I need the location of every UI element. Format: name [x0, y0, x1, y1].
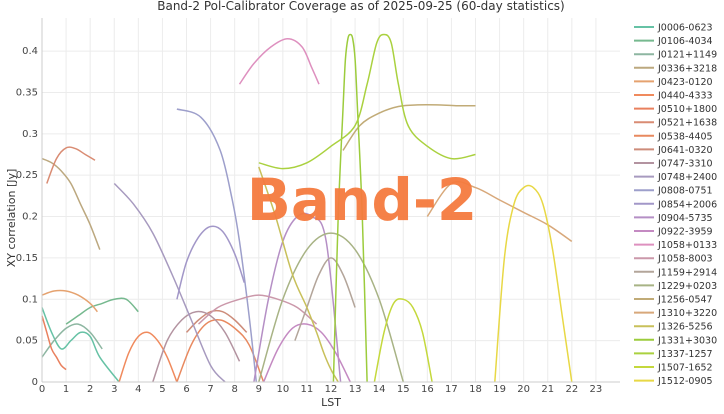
y-tick-label: 0.05 [16, 336, 38, 347]
series-line-j1512-0905 [494, 184, 573, 383]
x-tick-label: 6 [183, 384, 189, 395]
series-line-j0006-0623 [41, 307, 120, 383]
x-tick-label: 8 [231, 384, 237, 395]
series-line-j0641-0320 [185, 309, 248, 333]
x-tick-label: 5 [159, 384, 165, 395]
series-line-j1331+3030 [332, 33, 368, 383]
x-tick-label: 3 [111, 384, 117, 395]
x-tick-label: 12 [325, 384, 338, 395]
legend-item-label[interactable]: J0808-0751 [657, 186, 713, 197]
legend-item-label[interactable]: J1310+3220 [657, 308, 717, 319]
legend-item-label[interactable]: J0006-0623 [657, 23, 713, 34]
y-tick-label: 0.2 [22, 212, 38, 223]
x-tick-label: 9 [256, 384, 262, 395]
y-axis-label: XY correlation [Jy] [5, 169, 18, 268]
series-line-j1159+2914 [294, 257, 356, 341]
legend-item-label[interactable]: J0747-3310 [657, 159, 713, 170]
x-tick-label: 14 [373, 384, 386, 395]
y-tick-label: 0 [32, 377, 38, 388]
y-tick-label: 0.35 [16, 87, 38, 98]
series-line-j0538-4405 [176, 319, 265, 383]
x-tick-label: 2 [87, 384, 93, 395]
legend-item-label[interactable]: J0854+2006 [657, 199, 717, 210]
x-tick-label: 18 [469, 384, 482, 395]
series-line-j1058+0133 [238, 37, 320, 85]
legend-item-label[interactable]: J1256-0547 [657, 295, 713, 306]
x-tick-label: 16 [421, 384, 434, 395]
legend-item-label[interactable]: J0922-3959 [657, 227, 713, 238]
series-line-j0423-0120 [41, 289, 98, 313]
legend-item-label[interactable]: J1507-1652 [657, 363, 713, 374]
x-tick-label: 0 [39, 384, 45, 395]
legend-item-label[interactable]: J0904-5735 [657, 213, 713, 224]
x-tick-label: 13 [349, 384, 362, 395]
legend-item-label[interactable]: J1058+0133 [657, 240, 717, 251]
x-tick-label: 22 [565, 384, 578, 395]
legend: J0006-0623 J0106-4034 J0121+1149 J0336+3218… [634, 23, 717, 387]
legend-item-label[interactable]: J0106-4034 [657, 36, 713, 47]
series-line-j1326-5256 [258, 166, 339, 383]
series-line-j1256-0547 [342, 103, 476, 151]
legend-item-label[interactable]: J0121+1149 [657, 50, 717, 61]
x-tick-label: 7 [207, 384, 213, 395]
series-line-j0854+2006 [176, 225, 246, 300]
y-tick-label: 0.3 [22, 129, 38, 140]
legend-item-label[interactable]: J1058-8003 [657, 254, 713, 265]
x-tick-label: 1 [63, 384, 69, 395]
legend-item-label[interactable]: J0510+1800 [657, 104, 717, 115]
legend-item-label[interactable]: J1512-0905 [657, 376, 713, 387]
y-tick-label: 0.1 [22, 294, 38, 305]
series-line-j0106-4034 [65, 297, 139, 325]
series-line-j0922-3959 [262, 323, 351, 383]
axes: 0 1 2 3 4 5 6 7 8 9 10 11 12 13 14 15 16 17 18 19 20 21 22 2300… [16, 18, 620, 395]
legend-item-label[interactable]: J1159+2914 [657, 267, 717, 278]
x-tick-label: 11 [301, 384, 314, 395]
plot-area [41, 33, 573, 383]
series-line-j0521+1638 [46, 146, 96, 184]
legend-item-label[interactable]: J1326-5256 [657, 322, 713, 333]
x-tick-label: 19 [493, 384, 506, 395]
series-line-j0510+1800 [41, 315, 67, 371]
x-tick-label: 15 [397, 384, 410, 395]
legend-item-label[interactable]: J1331+3030 [657, 335, 717, 346]
watermark-text: Band-2 [247, 166, 478, 234]
legend-item-label[interactable]: J0521+1638 [657, 118, 717, 129]
series-line-j0440-4333 [118, 331, 178, 383]
y-tick-label: 0.25 [16, 170, 38, 181]
x-tick-label: 20 [517, 384, 530, 395]
series-line-j0748+2400 [113, 182, 226, 383]
legend-item-label[interactable]: J0641-0320 [657, 145, 713, 156]
legend-item-label[interactable]: J1337-1257 [657, 349, 713, 360]
x-tick-label: 21 [541, 384, 554, 395]
x-tick-label: 4 [135, 384, 141, 395]
series-line-j1229+0203 [258, 232, 405, 383]
chart-title: Band-2 Pol-Calibrator Coverage as of 202… [157, 0, 565, 13]
legend-item-label[interactable]: J0336+3218 [657, 63, 717, 74]
series-line-j1507-1652 [373, 298, 433, 383]
legend-item-label[interactable]: J0538-4405 [657, 131, 713, 142]
y-tick-label: 0.15 [16, 253, 38, 264]
series-line-j0808-0751 [176, 108, 258, 383]
series-line-j0121+1149 [41, 323, 103, 358]
legend-item-label[interactable]: J0440-4333 [657, 91, 713, 102]
legend-item-label[interactable]: J1229+0203 [657, 281, 717, 292]
legend-item-label[interactable]: J0423-0120 [657, 77, 713, 88]
x-tick-label: 10 [276, 384, 289, 395]
legend-item-label[interactable]: J0748+2400 [657, 172, 717, 183]
x-tick-label: 17 [445, 384, 458, 395]
y-tick-label: 0.4 [22, 46, 38, 57]
x-axis-label: LST [321, 396, 341, 409]
x-tick-label: 23 [590, 384, 603, 395]
series-line-j1058-8003 [198, 294, 318, 325]
series-line-j0336+3218 [41, 157, 101, 250]
series-line-j1337-1257 [258, 33, 476, 170]
series-line-j0747-3310 [152, 310, 241, 383]
